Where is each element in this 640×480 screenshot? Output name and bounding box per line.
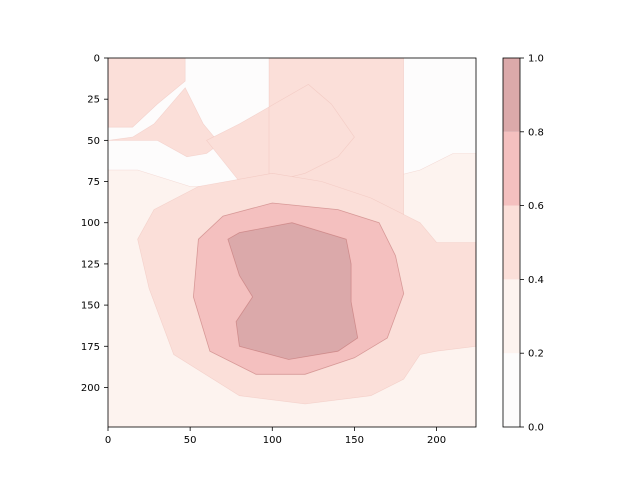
x-axis: 0 50 100 150 200 — [105, 427, 446, 446]
x-tick-label: 200 — [427, 435, 446, 446]
y-tick-label: 150 — [81, 301, 100, 312]
x-tick-label: 150 — [345, 435, 364, 446]
colorbar-frame — [502, 57, 521, 428]
colorbar-tick-label: 1.0 — [528, 54, 544, 65]
colorbar-band — [503, 205, 520, 280]
contour-region-0_4-0 — [108, 58, 186, 128]
colorbar-tick-label: 0.2 — [528, 349, 544, 360]
colorbar-band — [503, 58, 520, 132]
colorbar-band — [503, 353, 520, 427]
plot-frame — [107, 57, 477, 428]
y-tick-label: 75 — [87, 177, 100, 188]
colorbar-tick-label: 0.6 — [528, 201, 544, 212]
colorbar-band — [503, 279, 520, 354]
contour-region-0_8-0 — [227, 222, 359, 360]
y-tick-label: 100 — [81, 218, 100, 229]
colorbar-tick-label: 0.8 — [528, 127, 544, 138]
x-tick-label: 0 — [105, 435, 111, 446]
y-axis: 0 25 50 75 100 125 150 175 200 — [81, 54, 108, 394]
x-tick-label: 100 — [263, 435, 282, 446]
x-tick-label: 50 — [184, 435, 197, 446]
y-tick-label: 200 — [81, 383, 100, 394]
colorbar-tick-label: 0.0 — [528, 423, 544, 434]
y-tick-label: 125 — [81, 259, 100, 270]
y-tick-label: 25 — [87, 95, 100, 106]
y-tick-label: 50 — [87, 136, 100, 147]
y-tick-label: 0 — [94, 54, 100, 65]
colorbar-tick-label: 0.4 — [528, 275, 544, 286]
y-tick-label: 175 — [81, 342, 100, 353]
contour-fills — [108, 58, 476, 427]
plot-area — [107, 57, 477, 428]
colorbar: 0.0 0.2 0.4 0.6 0.8 1.0 — [502, 54, 544, 434]
colorbar-band — [503, 131, 520, 206]
contour-region-0_4-1 — [108, 87, 221, 158]
